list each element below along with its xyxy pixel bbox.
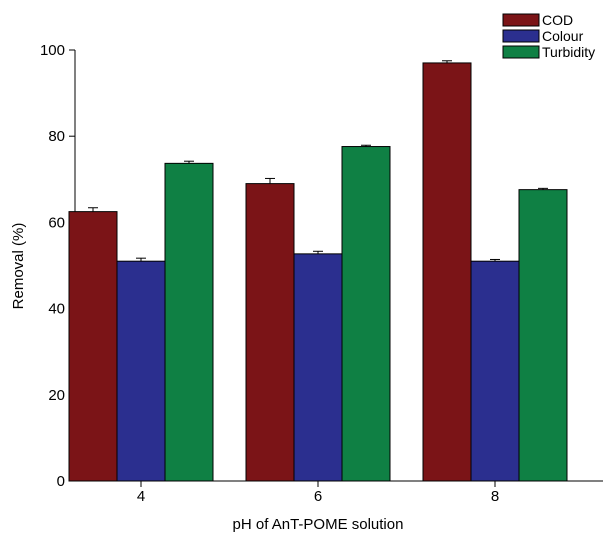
y-axis-title: Removal (%) [10,223,27,310]
x-tick-label: 8 [491,488,499,505]
bar-cod [245,183,295,482]
x-axis-title: pH of AnT-POME solution [233,516,404,533]
bar-turbidity [341,146,391,482]
bar-colour [116,260,166,482]
bar-series-group [68,62,568,482]
bar-cod [422,62,472,482]
x-axis: 4 6 8 [75,480,603,505]
y-tick-label: 80 [48,128,65,145]
error-bar-group [88,60,548,262]
bar-colour [470,260,520,482]
y-tick-label: 60 [48,214,65,231]
legend-label-cod: COD [542,12,573,28]
legend-label-colour: Colour [542,28,584,44]
bar-cod [68,211,118,482]
legend-swatch-cod [502,13,540,27]
y-tick-label: 0 [57,473,65,490]
legend-label-turbidity: Turbidity [542,44,595,60]
x-tick-label: 4 [137,488,145,505]
y-tick-label: 40 [48,301,65,318]
bar-turbidity [164,162,214,482]
y-tick-label: 100 [40,42,65,59]
bar-colour [293,253,343,482]
y-tick-label: 20 [48,387,65,404]
bar-turbidity [518,189,568,482]
legend-swatch-colour [502,29,540,43]
legend-swatch-turbidity [502,45,540,59]
x-tick-label: 6 [314,488,322,505]
